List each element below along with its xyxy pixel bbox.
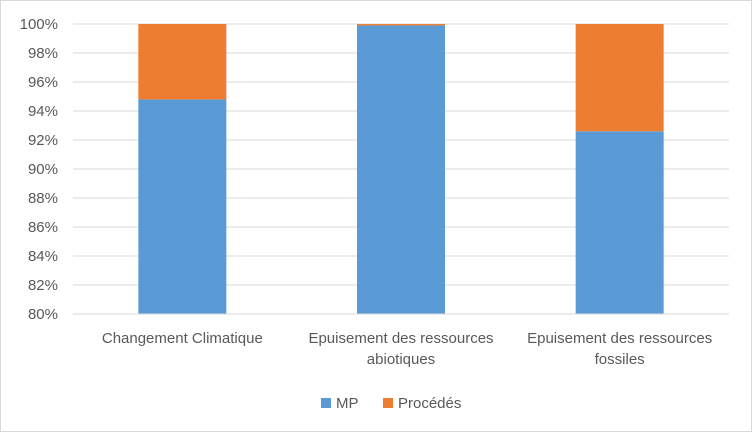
legend-label: MP <box>336 395 359 412</box>
y-tick-label: 92% <box>28 132 58 149</box>
x-category-label: abiotiques <box>367 351 435 368</box>
y-tick-label: 82% <box>28 277 58 294</box>
x-category-label: Changement Climatique <box>102 330 263 347</box>
x-category-label: fossiles <box>595 351 645 368</box>
y-tick-label: 100% <box>20 16 58 33</box>
y-axis-tick-labels: 80% 82% 84% 86% 88% 90% 92% 94% 96% 98% 100% <box>20 16 58 323</box>
y-tick-label: 94% <box>28 103 58 120</box>
y-tick-label: 88% <box>28 190 58 207</box>
bar-mp <box>138 99 227 315</box>
bar-procedes <box>357 24 445 26</box>
y-tick-label: 96% <box>28 74 58 91</box>
legend-marker-procedes <box>383 398 393 408</box>
bar-mp <box>575 131 664 314</box>
legend-marker-mp <box>321 398 331 408</box>
x-category-label: Epuisement des ressources <box>308 330 493 347</box>
bar-procedes <box>575 24 664 132</box>
x-category-label: Epuisement des ressources <box>527 330 712 347</box>
legend-label: Procédés <box>398 395 461 412</box>
bars <box>138 24 664 315</box>
y-tick-label: 90% <box>28 161 58 178</box>
y-tick-label: 80% <box>28 306 58 323</box>
legend: MP Procédés <box>321 395 461 412</box>
y-tick-label: 84% <box>28 248 58 265</box>
bar-procedes <box>138 24 227 100</box>
x-axis-category-labels: Changement Climatique Epuisement des ress… <box>102 330 712 368</box>
y-tick-label: 86% <box>28 219 58 236</box>
bar-mp <box>357 25 445 314</box>
y-tick-label: 98% <box>28 45 58 62</box>
